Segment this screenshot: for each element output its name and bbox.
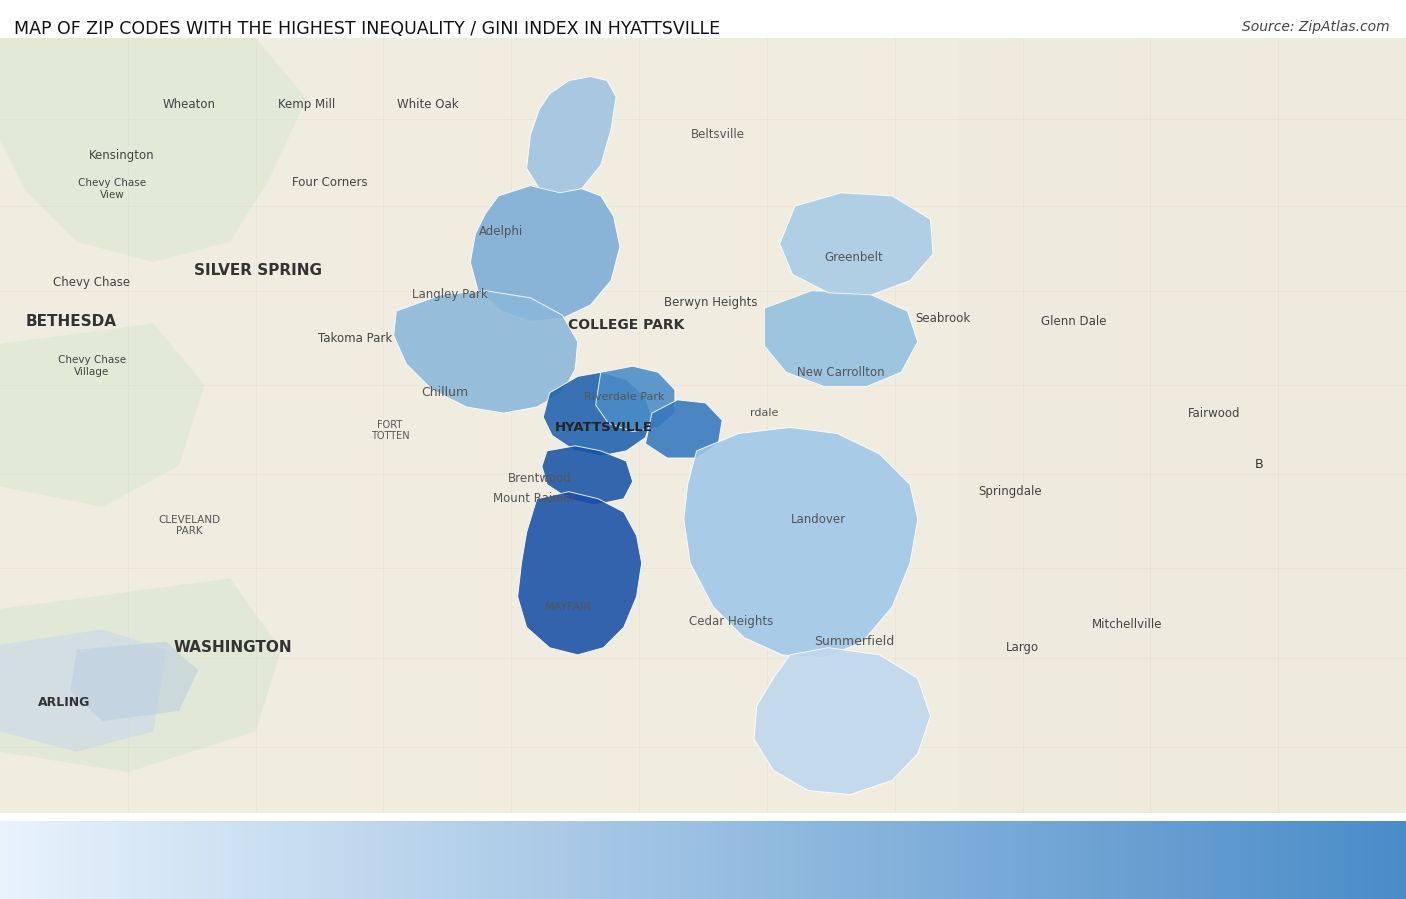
Polygon shape [471,186,620,321]
Text: Springdale: Springdale [979,485,1042,498]
Text: rdale: rdale [751,408,779,418]
Polygon shape [527,76,616,196]
Text: Landover: Landover [790,512,845,526]
Text: Mitchellville: Mitchellville [1092,618,1163,631]
Text: Source: ZipAtlas.com: Source: ZipAtlas.com [1241,20,1389,34]
Text: Chevy Chase
Village: Chevy Chase Village [58,355,127,377]
Text: White Oak: White Oak [398,98,458,111]
Polygon shape [0,324,204,507]
Polygon shape [541,446,633,505]
Polygon shape [543,372,652,456]
Text: New Carrollton: New Carrollton [797,366,884,378]
Polygon shape [765,290,918,387]
Polygon shape [0,38,307,263]
Text: SILVER SPRING: SILVER SPRING [194,263,322,278]
Polygon shape [0,578,281,772]
Text: MAP OF ZIP CODES WITH THE HIGHEST INEQUALITY / GINI INDEX IN HYATTSVILLE: MAP OF ZIP CODES WITH THE HIGHEST INEQUA… [14,20,720,38]
Text: ARLING: ARLING [38,697,90,709]
Text: MAYFAIR: MAYFAIR [546,602,592,612]
Polygon shape [754,647,931,795]
Text: COLLEGE PARK: COLLEGE PARK [568,318,685,333]
Text: Adelphi: Adelphi [479,225,523,238]
Polygon shape [683,427,918,658]
Text: Chillum: Chillum [422,387,468,399]
Text: Greenbelt: Greenbelt [824,251,883,263]
Text: Takoma Park: Takoma Park [318,332,392,345]
Text: Kemp Mill: Kemp Mill [278,98,336,111]
Polygon shape [517,492,641,654]
Text: Largo: Largo [1005,641,1039,654]
Polygon shape [645,400,723,458]
Text: Langley Park: Langley Park [412,289,488,301]
Text: Riverdale Park: Riverdale Park [583,392,664,402]
Text: Kensington: Kensington [89,148,155,162]
Polygon shape [70,642,198,721]
Text: WASHINGTON: WASHINGTON [173,640,292,655]
Text: CLEVELAND
PARK: CLEVELAND PARK [157,514,221,536]
Text: Chevy Chase: Chevy Chase [53,276,131,289]
Polygon shape [0,629,166,752]
Text: Mount Rainier: Mount Rainier [494,493,575,505]
Polygon shape [394,290,578,414]
Text: FORT
TOTTEN: FORT TOTTEN [371,420,409,441]
Text: Brentwood: Brentwood [508,472,571,485]
Text: Glenn Dale: Glenn Dale [1040,315,1107,328]
Text: Cedar Heights: Cedar Heights [689,615,773,628]
Polygon shape [780,192,934,295]
Text: Fairwood: Fairwood [1188,406,1240,420]
Text: Seabrook: Seabrook [915,312,972,325]
Polygon shape [596,366,675,432]
Text: HYATTSVILLE: HYATTSVILLE [554,421,652,434]
Text: Berwyn Heights: Berwyn Heights [664,297,758,309]
Text: Summerfield: Summerfield [814,635,894,648]
Text: Beltsville: Beltsville [692,129,745,141]
Polygon shape [959,38,1406,813]
Text: Wheaton: Wheaton [163,98,215,111]
Text: BETHESDA: BETHESDA [27,314,117,329]
Text: Four Corners: Four Corners [292,176,367,189]
Text: B: B [1254,458,1264,470]
Text: Chevy Chase
View: Chevy Chase View [79,178,146,200]
